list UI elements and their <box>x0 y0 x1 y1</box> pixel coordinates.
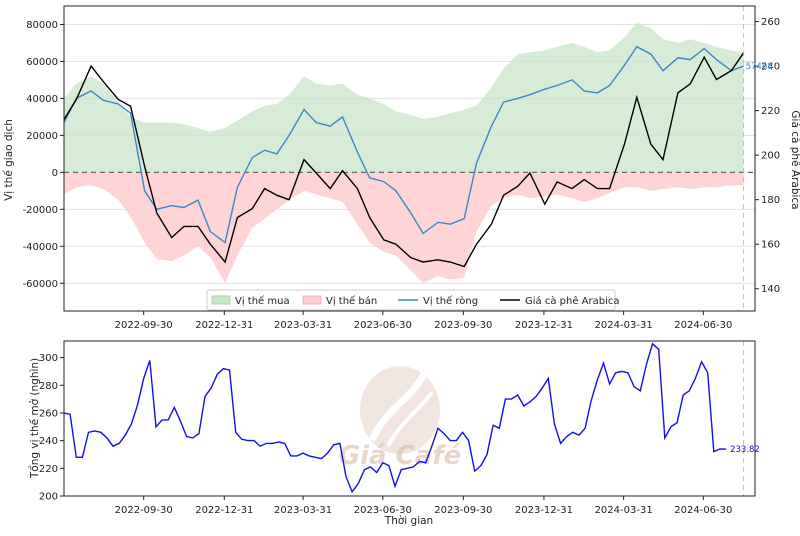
left-axis-label: Vị thế giao dịch <box>3 119 15 201</box>
right-axis-ticks: 140 160 180 200 220 240 260 <box>755 17 780 295</box>
coffee-bean-logo <box>360 366 440 454</box>
legend-label-net: Vị thế ròng <box>423 295 478 307</box>
left-tick-label-80000: 80000 <box>26 20 58 31</box>
bottom-x-tick-label-2023-03-31: 2023-03-31 <box>274 505 332 516</box>
open-interest-line <box>64 342 727 494</box>
bottom-x-tick-label-2024-03-31: 2024-03-31 <box>595 505 653 516</box>
legend-label-price: Giá cà phê Arabica <box>525 295 620 307</box>
left-tick-label-20000: 20000 <box>26 131 58 142</box>
bottom-y-tick-label-220: 220 <box>39 464 58 475</box>
left-axis-ticks: -60000 -40000 -20000 0 20000 40000 60000 80000 <box>23 20 64 290</box>
left-tick-label-40000: 40000 <box>26 94 58 105</box>
legend-label-sell: Vị thế bán <box>326 295 377 307</box>
top-x-tick-label-2023-06-30: 2023-06-30 <box>354 320 412 331</box>
bottom-y-axis-label: Tổng vị thế mở (nghìn) <box>28 358 41 479</box>
right-tick-label-260: 260 <box>761 17 780 28</box>
right-axis-label: Giá cà phê Arabica <box>789 110 800 209</box>
left-tick-label--20000: -20000 <box>23 205 58 216</box>
positions-panel: -60000-40000-20000020000400006000080000 … <box>3 5 800 331</box>
right-tick-label-220: 220 <box>761 106 780 117</box>
watermark: Giá Café <box>339 366 461 471</box>
bottom-y-tick-label-200: 200 <box>39 492 58 503</box>
top-x-tick-label-2022-09-30: 2022-09-30 <box>115 320 173 331</box>
bottom-x-tick-label-2024-06-30: 2024-06-30 <box>674 505 732 516</box>
top-x-tick-label-2023-03-31: 2023-03-31 <box>274 320 332 331</box>
bottom-x-tick-label-2022-09-30: 2022-09-30 <box>115 505 173 516</box>
top-frame <box>63 5 756 312</box>
right-tick-label-160: 160 <box>761 240 780 251</box>
buy-position-area <box>64 22 744 173</box>
right-tick-label-140: 140 <box>761 284 780 295</box>
arabica-price-line <box>64 52 745 268</box>
bottom-x-axis-ticks: 2022-09-30 2022-12-31 2023-03-31 2023-06-30… <box>115 496 732 516</box>
legend-swatch-buy <box>211 295 231 305</box>
left-tick-label-0: 0 <box>52 168 58 179</box>
right-tick-label-180: 180 <box>761 195 780 206</box>
bottom-y-tick-label-280: 280 <box>39 381 58 392</box>
bottom-x-tick-label-2023-12-31: 2023-12-31 <box>515 505 573 516</box>
top-x-tick-label-2024-03-31: 2024-03-31 <box>595 320 653 331</box>
legend-swatch-sell <box>302 295 322 305</box>
top-x-tick-label-2023-09-30: 2023-09-30 <box>434 320 492 331</box>
bottom-y-tick-label-240: 240 <box>39 436 58 447</box>
top-x-tick-label-2023-12-31: 2023-12-31 <box>515 320 573 331</box>
bottom-frame <box>63 340 756 497</box>
net-position-line <box>64 45 744 244</box>
bottom-x-tick-label-2023-06-30: 2023-06-30 <box>354 505 412 516</box>
top-x-tick-label-2022-12-31: 2022-12-31 <box>195 320 253 331</box>
legend: Vị thế mua Vị thế bán Vị thế ròng Giá cà… <box>206 289 620 311</box>
legend-label-buy: Vị thế mua <box>235 295 290 307</box>
right-tick-label-240: 240 <box>761 62 780 73</box>
left-tick-label-60000: 60000 <box>26 57 58 68</box>
bottom-y-tick-label-300: 300 <box>39 353 58 364</box>
oi-last-value-label: 233.82 <box>730 445 760 455</box>
left-tick-label--40000: -40000 <box>23 242 58 253</box>
bottom-x-tick-label-2023-09-30: 2023-09-30 <box>434 505 492 516</box>
net-last-value-label: 57468 <box>746 62 773 72</box>
top-x-tick-label-2024-06-30: 2024-06-30 <box>674 320 732 331</box>
top-x-axis-ticks: 2022-09-30 2022-12-31 2023-03-31 2023-06-30… <box>115 311 732 331</box>
left-tick-label--60000: -60000 <box>23 279 58 290</box>
bottom-y-tick-label-260: 260 <box>39 408 58 419</box>
bottom-y-axis-ticks: 200 220 240 260 280 300 <box>39 353 64 503</box>
bottom-x-axis-label: Thời gian <box>384 515 433 527</box>
right-tick-label-200: 200 <box>761 151 780 162</box>
bottom-x-tick-label-2022-12-31: 2022-12-31 <box>195 505 253 516</box>
watermark-text: Giá Café <box>339 441 461 471</box>
